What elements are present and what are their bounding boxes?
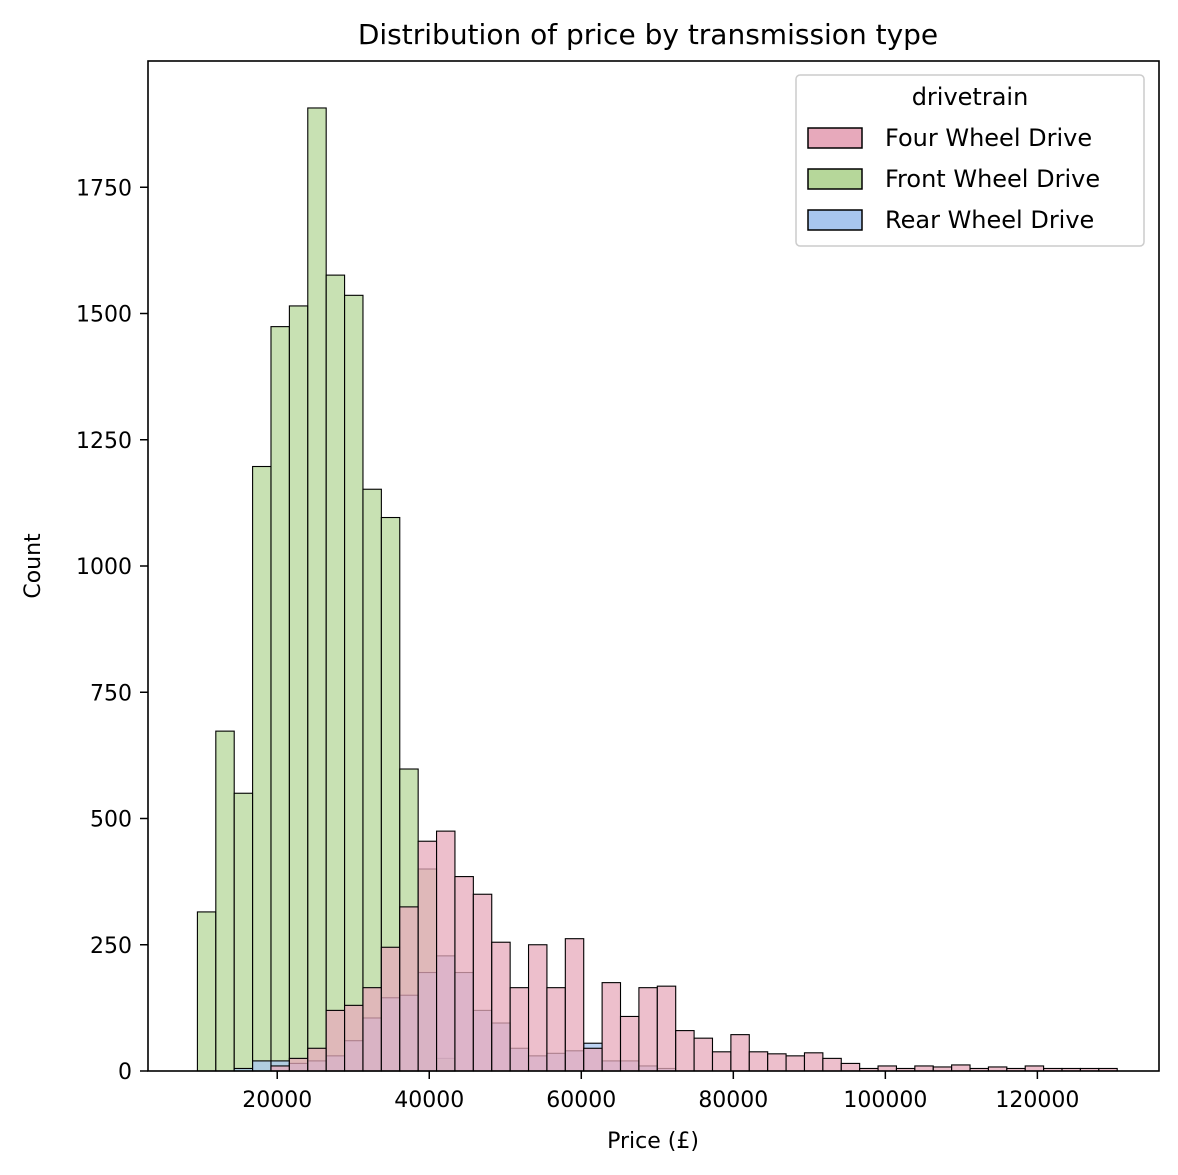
x-axis: 20000 40000 60000 80000 100000 120000 [242,1071,1079,1113]
legend-label-four-wheel-drive: Four Wheel Drive [885,124,1092,152]
bar [546,987,566,1072]
bar [822,1057,842,1072]
bar [472,893,493,1072]
y-tick-label: 750 [90,681,132,706]
bar [693,1037,714,1072]
bar [748,1051,769,1072]
y-tick-label: 1500 [76,303,132,328]
bar [638,987,658,1072]
x-tick-label: 40000 [394,1088,464,1113]
y-tick-label: 500 [90,808,132,833]
y-axis: 0 250 500 750 1000 1250 1500 1750 [76,176,148,1085]
legend-label-front-wheel-drive: Front Wheel Drive [885,165,1100,193]
bar [307,107,327,1072]
bar [564,938,585,1072]
bar [435,830,456,1072]
legend-swatch-front-wheel-drive [807,168,863,190]
bar [785,1055,806,1072]
bar [583,1047,603,1072]
x-tick-label: 120000 [995,1088,1079,1113]
bar [288,1057,309,1072]
y-tick-label: 250 [90,934,132,959]
series-front-wheel-drive [196,107,456,1072]
legend-box [795,74,1145,247]
legend-title: drivetrain [912,83,1029,111]
bar [675,1030,695,1072]
legend-swatch-rear-wheel-drive [807,209,863,231]
bar [767,1053,787,1072]
bar [362,488,382,1072]
legend: drivetrain Four Wheel Drive Front Wheel … [795,74,1145,247]
x-tick-label: 60000 [546,1088,616,1113]
bar [252,1060,272,1072]
bar [196,911,217,1072]
x-tick-label: 100000 [843,1088,927,1113]
y-tick-label: 1750 [76,176,132,201]
bar [509,987,530,1072]
bar [270,326,290,1072]
chart-title: Distribution of price by transmission ty… [358,18,938,51]
legend-label-rear-wheel-drive: Rear Wheel Drive [885,206,1094,234]
bar [399,906,419,1072]
bar [325,1009,346,1072]
bar [711,1051,732,1072]
bar [307,1047,327,1072]
x-tick-label: 80000 [698,1088,768,1113]
bar [491,941,511,1072]
bar [417,840,438,1072]
bar [527,944,548,1072]
y-tick-label: 1250 [76,429,132,454]
bar [656,985,677,1072]
y-axis-label: Count [21,533,46,599]
bar [288,305,309,1072]
legend-swatch-four-wheel-drive [807,127,863,149]
bar [803,1052,824,1072]
bar [454,876,474,1072]
bar [840,1062,861,1072]
y-tick-label: 1000 [76,555,132,580]
bar [344,1004,364,1072]
bar [601,982,622,1072]
bar [233,792,254,1072]
bar [951,1064,971,1072]
x-tick-label: 20000 [242,1088,312,1113]
bar [325,274,346,1072]
y-tick-label: 0 [118,1060,132,1085]
bar [215,730,235,1072]
bar [619,1015,640,1072]
bar [380,946,401,1072]
bar [730,1034,750,1072]
bar [252,465,272,1072]
bar [362,987,382,1072]
bar [344,294,364,1072]
bars-layer [196,107,1118,1072]
x-axis-label: Price (£) [607,1129,699,1154]
